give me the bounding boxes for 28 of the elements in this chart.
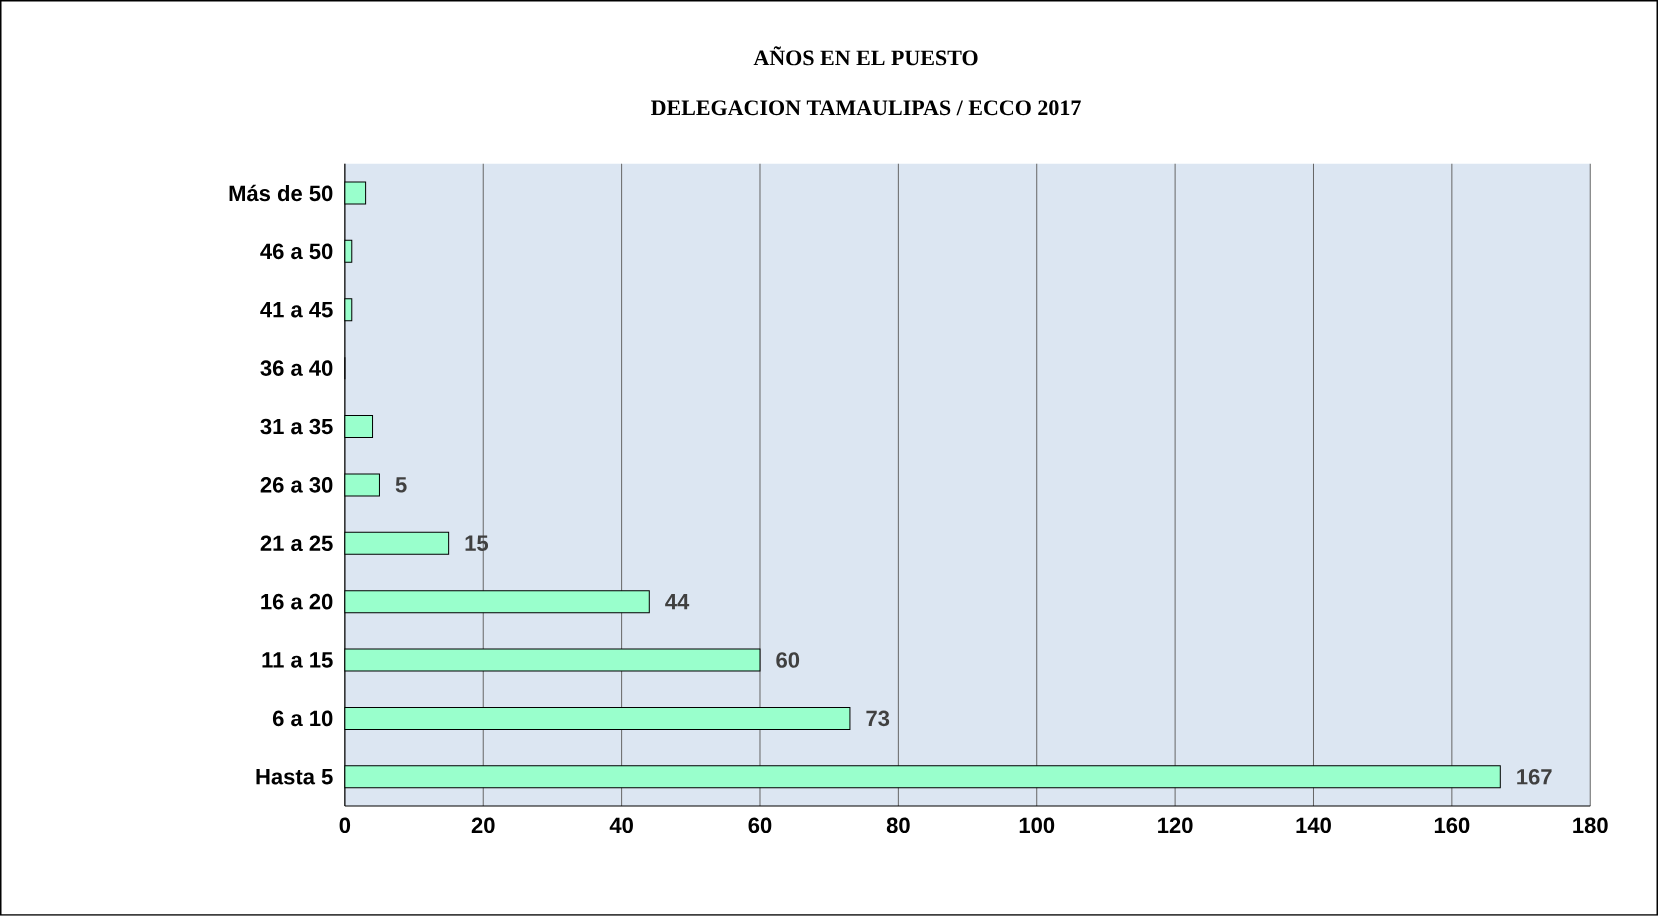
y-tick-label: 6 a 10 (272, 710, 333, 727)
x-tick-label: 140 (1296, 817, 1331, 834)
data-label: 73 (866, 710, 890, 727)
data-label: 5 (395, 477, 407, 493)
x-tick-label: 0 (339, 817, 351, 834)
y-tick-label: Más de 50 (229, 184, 333, 202)
x-tick-label: 60 (748, 817, 772, 834)
x-tick-label: 80 (886, 817, 910, 834)
x-tick-label: 40 (609, 817, 633, 834)
x-tick-label: 160 (1434, 817, 1470, 834)
x-tick-label: 120 (1158, 817, 1193, 834)
data-label: 167 (1517, 769, 1552, 785)
y-tick-label: Hasta 5 (256, 769, 333, 785)
chart-subtitle: DELEGACION TAMAULIPAS / ECCO 2017 (651, 100, 1081, 116)
data-label: 44 (665, 594, 690, 610)
y-tick-label: 41 a 45 (260, 302, 333, 318)
y-tick-label: 31 a 35 (260, 418, 333, 435)
y-tick-label: 46 a 50 (260, 243, 333, 260)
chart-title: AÑOS EN EL PUESTO (753, 46, 978, 66)
y-tick-label: 16 a 20 (261, 593, 333, 610)
y-tick-label: 26 a 30 (260, 477, 333, 493)
y-tick-label: 36 a 40 (260, 360, 333, 377)
y-tick-label: 11 a 15 (262, 652, 333, 668)
x-tick-label: 180 (1573, 817, 1608, 834)
x-tick-label: 100 (1019, 817, 1055, 834)
data-label: 60 (776, 652, 800, 668)
x-tick-label: 20 (471, 817, 495, 834)
y-tick-label: 21 a 25 (260, 535, 333, 552)
